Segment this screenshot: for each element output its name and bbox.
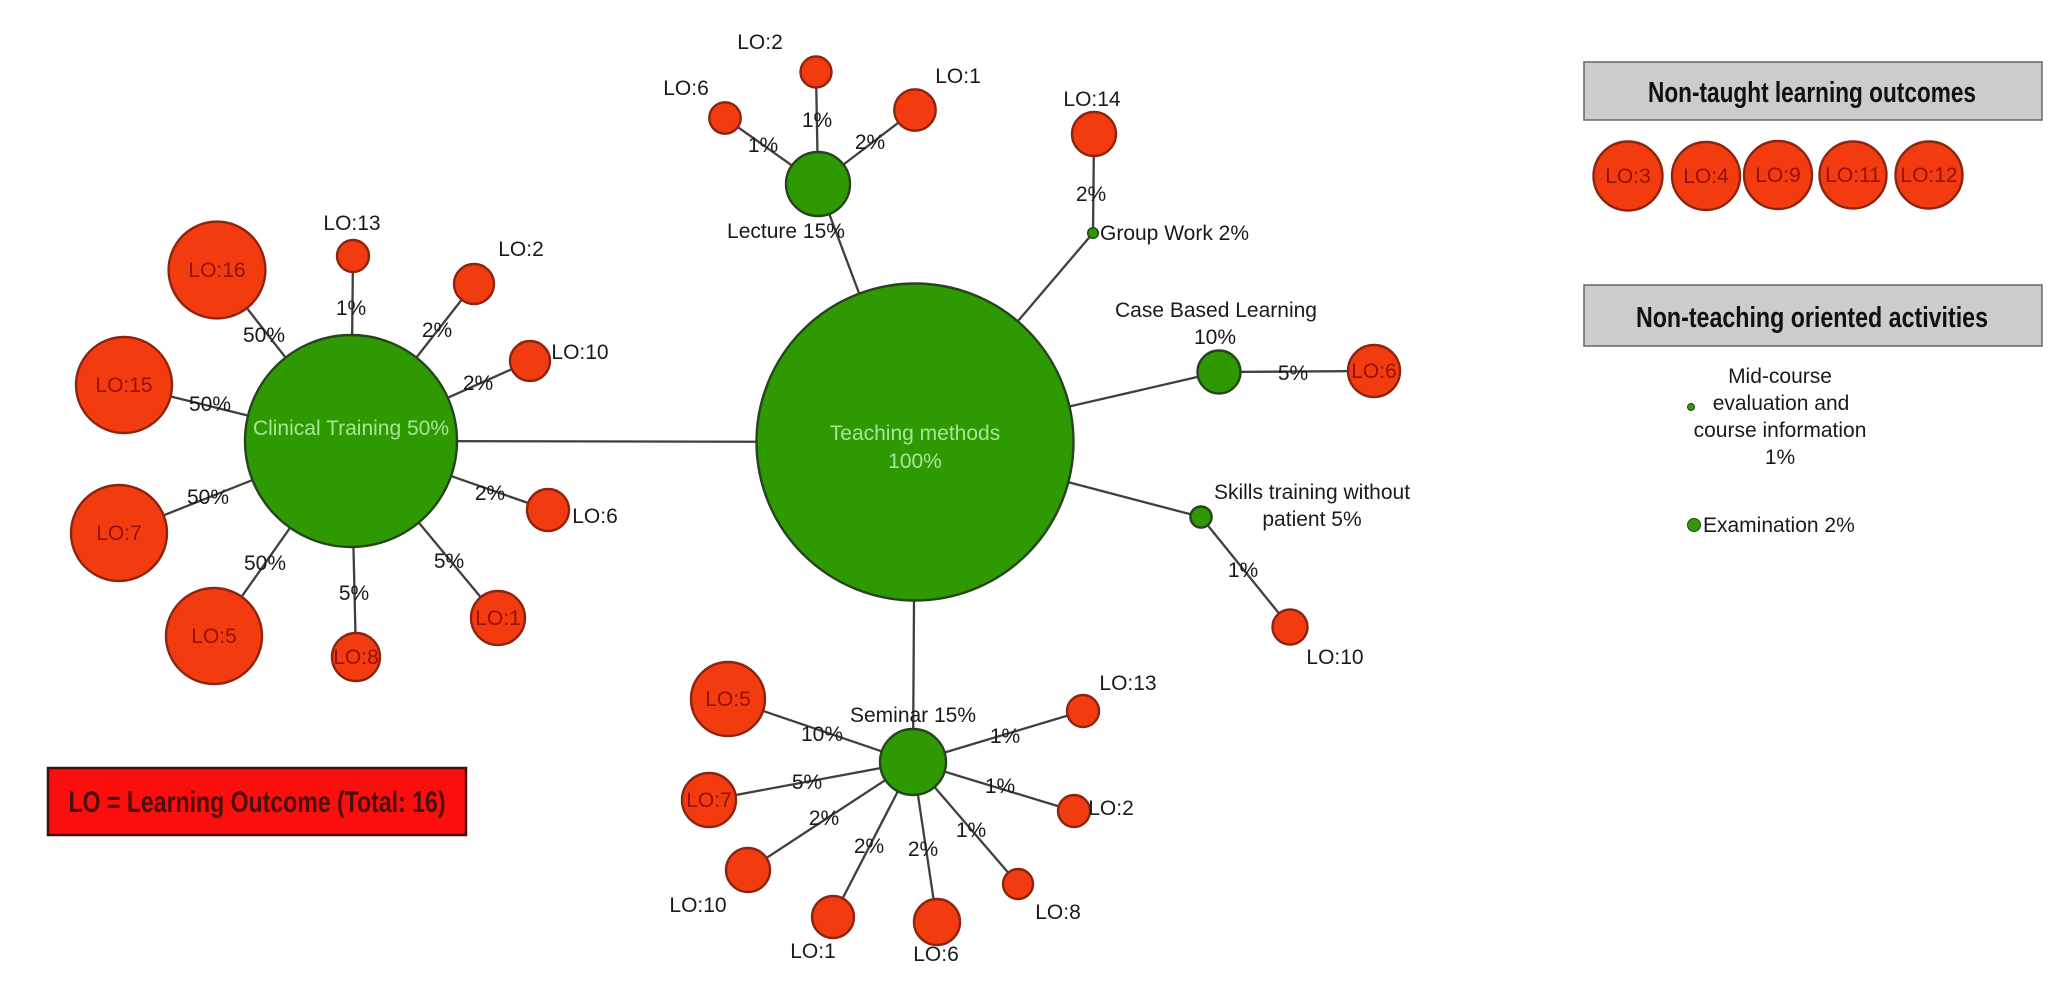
svg-text:10%: 10% bbox=[801, 723, 843, 746]
svg-text:LO:11: LO:11 bbox=[1825, 164, 1881, 187]
svg-text:LO:16: LO:16 bbox=[188, 259, 245, 282]
svg-text:50%: 50% bbox=[243, 324, 285, 347]
svg-text:50%: 50% bbox=[189, 393, 231, 416]
svg-text:LO = Learning Outcome (Total:: LO = Learning Outcome (Total: 16) bbox=[69, 786, 446, 819]
svg-text:LO:6: LO:6 bbox=[572, 505, 618, 528]
svg-text:LO:1: LO:1 bbox=[790, 940, 836, 963]
svg-text:LO:9: LO:9 bbox=[1755, 164, 1801, 187]
svg-text:Non-teaching oriented activiti: Non-teaching oriented activities bbox=[1636, 302, 1988, 334]
svg-text:LO:1: LO:1 bbox=[935, 65, 981, 88]
svg-text:1%: 1% bbox=[748, 134, 778, 157]
svg-text:LO:2: LO:2 bbox=[1088, 797, 1134, 820]
svg-text:10%: 10% bbox=[1194, 326, 1236, 349]
svg-text:LO:7: LO:7 bbox=[686, 789, 732, 812]
svg-text:Mid-course: Mid-course bbox=[1728, 365, 1832, 388]
svg-text:LO:12: LO:12 bbox=[1900, 164, 1957, 187]
svg-text:Case Based Learning: Case Based Learning bbox=[1115, 299, 1317, 322]
svg-text:LO:2: LO:2 bbox=[737, 31, 783, 54]
svg-text:LO:4: LO:4 bbox=[1683, 165, 1729, 188]
svg-text:2%: 2% bbox=[809, 807, 839, 830]
svg-text:100%: 100% bbox=[888, 450, 942, 473]
svg-text:5%: 5% bbox=[1278, 362, 1308, 385]
svg-text:LO:14: LO:14 bbox=[1063, 88, 1121, 111]
svg-text:LO:8: LO:8 bbox=[1035, 901, 1081, 924]
svg-text:1%: 1% bbox=[336, 297, 366, 320]
svg-text:5%: 5% bbox=[434, 550, 464, 573]
svg-text:evaluation and: evaluation and bbox=[1713, 392, 1850, 415]
svg-text:patient 5%: patient 5% bbox=[1262, 508, 1361, 531]
svg-text:LO:10: LO:10 bbox=[1306, 646, 1363, 669]
svg-text:LO:10: LO:10 bbox=[551, 341, 608, 364]
svg-text:50%: 50% bbox=[187, 486, 229, 509]
svg-text:Skills training without: Skills training without bbox=[1214, 481, 1410, 504]
svg-text:Seminar 15%: Seminar 15% bbox=[850, 704, 976, 727]
svg-text:2%: 2% bbox=[463, 372, 493, 395]
svg-text:Teaching methods: Teaching methods bbox=[830, 422, 1000, 445]
svg-text:1%: 1% bbox=[1765, 446, 1795, 469]
svg-text:2%: 2% bbox=[1076, 183, 1106, 206]
svg-text:LO:5: LO:5 bbox=[705, 688, 751, 711]
svg-text:1%: 1% bbox=[985, 775, 1015, 798]
svg-text:5%: 5% bbox=[339, 582, 369, 605]
svg-text:5%: 5% bbox=[792, 771, 822, 794]
svg-text:2%: 2% bbox=[475, 482, 505, 505]
svg-text:LO:8: LO:8 bbox=[333, 646, 379, 669]
svg-text:2%: 2% bbox=[854, 835, 884, 858]
svg-text:Group Work 2%: Group Work 2% bbox=[1100, 222, 1249, 245]
svg-text:50%: 50% bbox=[244, 552, 286, 575]
svg-text:LO:3: LO:3 bbox=[1605, 165, 1651, 188]
svg-text:course information: course information bbox=[1694, 419, 1867, 442]
svg-text:LO:13: LO:13 bbox=[323, 212, 380, 235]
svg-text:LO:6: LO:6 bbox=[663, 77, 709, 100]
svg-text:Examination 2%: Examination 2% bbox=[1703, 514, 1855, 537]
svg-text:Lecture 15%: Lecture 15% bbox=[727, 220, 845, 243]
svg-text:2%: 2% bbox=[908, 838, 938, 861]
svg-text:LO:6: LO:6 bbox=[913, 943, 959, 966]
svg-text:1%: 1% bbox=[802, 109, 832, 132]
svg-text:1%: 1% bbox=[1228, 559, 1258, 582]
svg-text:Clinical Training 50%: Clinical Training 50% bbox=[253, 417, 449, 440]
svg-text:1%: 1% bbox=[990, 725, 1020, 748]
svg-text:LO:5: LO:5 bbox=[191, 625, 237, 648]
svg-text:LO:13: LO:13 bbox=[1099, 672, 1156, 695]
svg-text:LO:2: LO:2 bbox=[498, 238, 544, 261]
svg-text:LO:10: LO:10 bbox=[669, 894, 726, 917]
svg-text:LO:6: LO:6 bbox=[1351, 360, 1397, 383]
svg-text:Non-taught learning outcomes: Non-taught learning outcomes bbox=[1648, 77, 1976, 109]
svg-text:2%: 2% bbox=[422, 319, 452, 342]
svg-text:LO:15: LO:15 bbox=[95, 374, 152, 397]
svg-text:LO:1: LO:1 bbox=[475, 607, 521, 630]
svg-text:2%: 2% bbox=[855, 131, 885, 154]
svg-text:1%: 1% bbox=[956, 819, 986, 842]
svg-text:LO:7: LO:7 bbox=[96, 522, 142, 545]
